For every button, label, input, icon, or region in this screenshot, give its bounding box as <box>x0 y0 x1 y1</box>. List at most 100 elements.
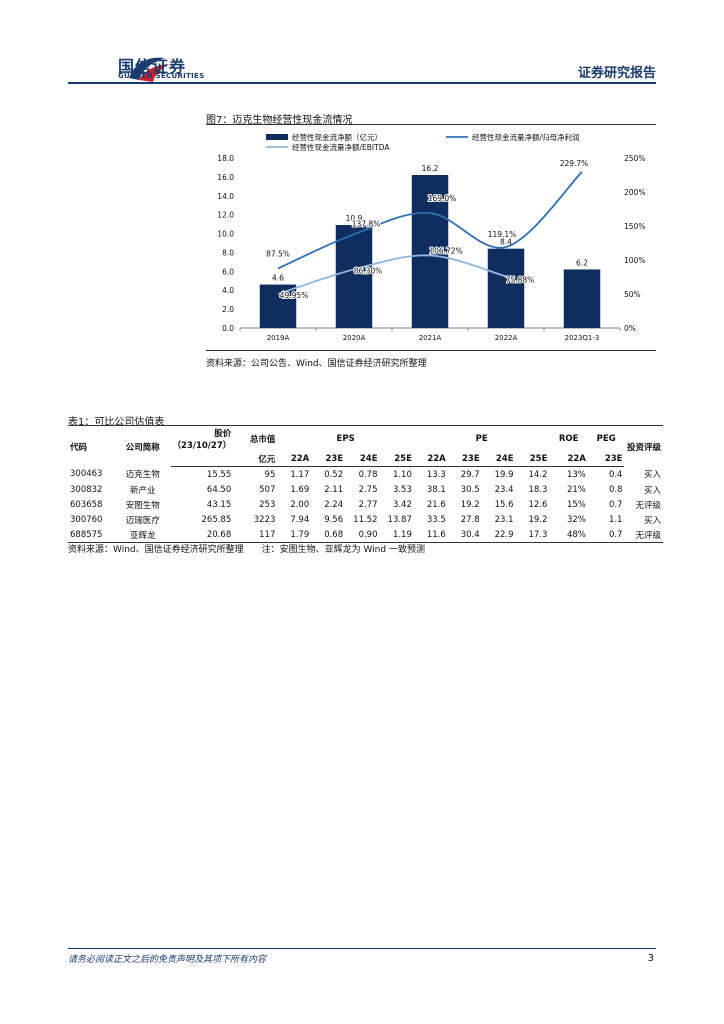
figure-top-rule <box>206 124 656 125</box>
left-tick-label: 10.0 <box>217 230 234 239</box>
series-line-net-profit-ratio <box>277 171 583 270</box>
company-name-en: GUOSEN SECURITIES <box>118 72 205 80</box>
cell-rating: 无评级 <box>624 527 663 543</box>
cell-eps: 0.78 <box>358 469 378 480</box>
bar <box>259 284 297 328</box>
cell-mktcap: 507 <box>259 484 276 495</box>
cell-roe: 21% <box>566 484 586 495</box>
bar <box>487 248 525 328</box>
header-peg: PEG <box>596 434 616 444</box>
cell-eps: 1.10 <box>392 469 412 480</box>
line-value-label: 169.0% <box>428 194 457 203</box>
cell-eps: 2.75 <box>358 484 378 495</box>
line-value-label: 87.5% <box>266 250 290 259</box>
cell-roe: 32% <box>566 514 586 525</box>
cell-eps: 7.94 <box>290 514 310 525</box>
guosen-logo-icon <box>129 57 169 82</box>
cell-price: 20.68 <box>170 527 234 543</box>
cell-name: 迈瑞医疗 <box>125 515 160 526</box>
cell-pe: 14.2 <box>528 469 548 480</box>
figure-bottom-rule <box>206 350 656 351</box>
x-tick-label: 2022A <box>495 334 518 342</box>
right-tick-label: 100% <box>624 256 645 265</box>
bar-value-label: 8.4 <box>500 238 512 247</box>
cell-name: 新产业 <box>129 485 156 496</box>
right-tick-label: 200% <box>624 188 645 197</box>
subheader-eps: 22A <box>277 451 312 467</box>
cell-code: 603658 <box>70 499 103 510</box>
figure-source: 资料来源：公司公告、Wind、国信证券经济研究所整理 <box>206 359 427 369</box>
cell-eps: 2.77 <box>358 499 378 510</box>
bar <box>411 175 449 328</box>
cell-price: 265.85 <box>201 514 232 525</box>
header-mktcap: 总市值 <box>249 435 276 445</box>
report-type: 证券研究报告 <box>577 66 656 81</box>
cell-eps: 1.69 <box>290 484 310 495</box>
bar-value-label: 4.6 <box>272 274 284 283</box>
cell-pe: 19.9 <box>494 469 514 480</box>
left-tick-label: 16.0 <box>217 173 234 182</box>
line-value-label: 137.8% <box>352 219 381 228</box>
subheader-pe: 25E <box>515 451 550 467</box>
disclaimer-text: 请务必阅读正文之后的免责声明及其项下所有内容 <box>68 955 267 965</box>
cell-peg: 0.7 <box>587 527 625 543</box>
cell-peg: 0.8 <box>608 484 623 495</box>
cell-pe: 23.1 <box>494 514 514 525</box>
left-tick-label: 14.0 <box>217 192 234 201</box>
table-title: 表1：可比公司估值表 <box>68 417 165 428</box>
x-tick-label: 2019A <box>267 334 290 342</box>
cell-roe: 15% <box>566 499 586 510</box>
bar <box>563 269 601 328</box>
cell-pe: 11.6 <box>413 527 448 543</box>
table-top-rule <box>68 425 663 426</box>
header-price-sub <box>170 451 234 467</box>
line-value-label: 229.7% <box>560 159 589 168</box>
left-tick-label: 8.0 <box>222 248 234 257</box>
cell-pe: 23.4 <box>494 484 514 495</box>
header-code: 代码 <box>70 442 88 453</box>
cell-pe: 22.9 <box>481 527 516 543</box>
line-value-label: 119.1% <box>488 230 517 239</box>
bar-value-label: 6.2 <box>576 258 588 267</box>
cell-pe: 19.2 <box>460 499 480 510</box>
legend-label: 经营性现金流量净额/EBITDA <box>292 142 390 152</box>
cell-eps: 0.68 <box>311 527 346 543</box>
cell-name: 迈克生物 <box>125 470 160 481</box>
cashflow-chart: 18.0 16.0 14.0 12.0 10.0 8.0 6.0 4.0 2.0 0.0 250% 2… <box>217 132 645 342</box>
cell-code: 300760 <box>70 514 103 525</box>
valuation-table: 代码 公司简称 股价 （23/10/27） 总市值 EPS PE ROE PEG … <box>68 427 663 543</box>
left-tick-label: 18.0 <box>217 154 234 163</box>
cell-eps: 2.00 <box>290 499 310 510</box>
cell-price: 15.55 <box>206 469 232 480</box>
page-number: 3 <box>647 953 654 964</box>
cell-code: 300463 <box>70 469 103 480</box>
subheader-eps: 24E <box>345 451 380 467</box>
cell-pe: 19.2 <box>528 514 548 525</box>
table-row: 300463 迈克生物 15.55 95 1.17 0.52 0.78 1.10 13.3 29.… <box>68 467 663 483</box>
cell-pe: 18.3 <box>528 484 548 495</box>
cell-pe: 17.3 <box>515 527 550 543</box>
series-line-ebitda-ratio <box>277 254 507 295</box>
header-name: 公司简称 <box>125 442 160 453</box>
right-tick-label: 50% <box>624 290 641 299</box>
cell-pe: 38.1 <box>426 484 446 495</box>
cell-eps: 2.24 <box>324 499 344 510</box>
subheader-peg: 23E <box>587 451 625 467</box>
header-rating: 投资评级 <box>626 442 661 453</box>
header-divider <box>68 82 656 84</box>
cell-eps: 0.52 <box>324 469 344 480</box>
x-tick-label: 2023Q1-3 <box>565 334 600 342</box>
left-tick-label: 6.0 <box>222 267 234 276</box>
cell-eps: 3.53 <box>392 484 412 495</box>
cell-eps: 1.19 <box>379 527 414 543</box>
cell-pe: 15.6 <box>494 499 514 510</box>
right-tick-label: 0% <box>624 324 636 333</box>
cell-code: 688575 <box>68 527 115 543</box>
left-tick-label: 0.0 <box>222 324 234 333</box>
bar-value-label: 16.2 <box>422 164 439 173</box>
cell-eps: 13.87 <box>387 514 412 525</box>
x-tick-label: 2020A <box>343 334 366 342</box>
cell-peg: 0.4 <box>608 469 623 480</box>
subheader-pe: 23E <box>447 451 482 467</box>
cell-pe: 30.5 <box>460 484 480 495</box>
